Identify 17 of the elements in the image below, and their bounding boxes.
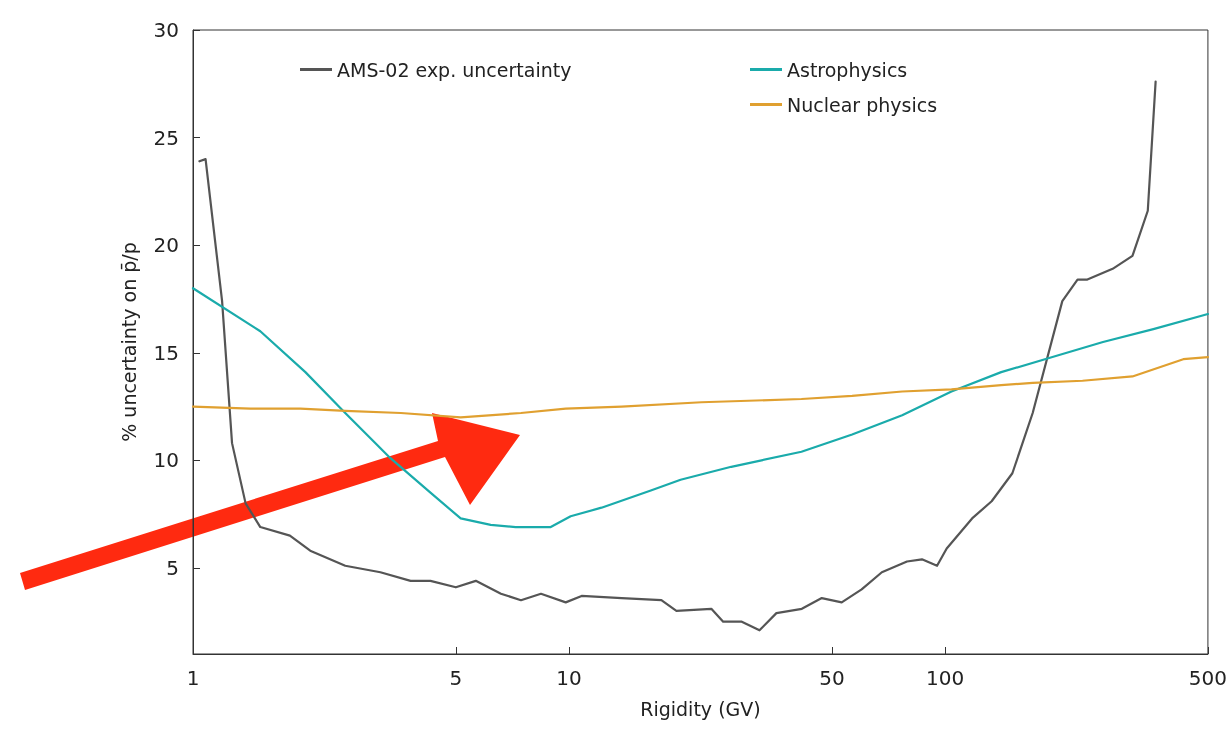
- y-tick-label: 25: [153, 125, 179, 150]
- y-tick-label: 20: [153, 233, 179, 258]
- x-axis-title: Rigidity (GV): [640, 697, 761, 720]
- x-tick-label: 5: [449, 666, 463, 690]
- y-tick-label: 10: [153, 448, 179, 473]
- legend-label: Astrophysics: [787, 58, 908, 81]
- y-axis-title: % uncertainty on p̄/p: [117, 242, 140, 442]
- y-tick-label: 30: [153, 18, 179, 42]
- legend-label: AMS-02 exp. uncertainty: [337, 58, 572, 81]
- y-tick-label: 5: [166, 555, 179, 580]
- x-tick-label: 100: [925, 666, 965, 690]
- x-tick-label: 500: [1188, 666, 1228, 690]
- x-tick-label: 1: [186, 666, 200, 690]
- legend-label: Nuclear physics: [787, 93, 938, 116]
- x-tick-label: 50: [819, 666, 845, 690]
- y-tick-label: 15: [153, 340, 179, 365]
- x-tick-label: 10: [556, 666, 582, 690]
